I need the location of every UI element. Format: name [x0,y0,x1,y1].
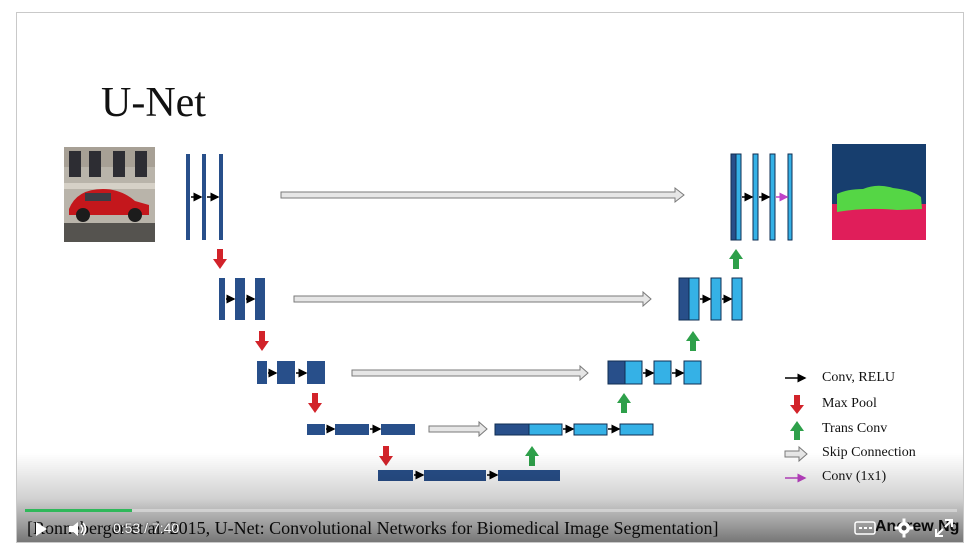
video-player[interactable]: U-Net [16,12,964,543]
encoder-block [219,154,223,240]
hollow-arrow-icon [784,445,808,463]
legend-conv-1x1: Conv (1x1) [822,469,887,484]
progress-fill [25,509,133,512]
progress-bar[interactable] [25,509,957,512]
slide: U-Net [17,13,963,542]
time-separator: / [144,520,149,536]
settings-gear-icon[interactable] [894,518,914,538]
current-time: 0:53 [113,520,141,536]
green-up-arrow-icon [790,421,804,440]
encoder-block [186,154,190,240]
captions-icon[interactable] [854,521,876,537]
volume-icon[interactable] [67,520,89,538]
duration: 7:40 [151,520,180,536]
fullscreen-icon[interactable] [934,518,954,538]
legend-max-pool: Max Pool [822,396,877,411]
slide-title: U-Net [101,80,206,126]
time-display: 0:53 / 7:40 [113,520,179,536]
legend-trans-conv: Trans Conv [822,421,888,436]
encoder-block [202,154,206,240]
legend-conv-relu: Conv, RELU [822,370,895,385]
legend-skip-connection: Skip Connection [822,445,916,460]
play-button[interactable] [33,521,49,537]
unet-diagram [64,144,926,483]
input-image [64,147,155,242]
red-down-arrow-icon [790,395,804,414]
output-segmentation [832,144,926,240]
